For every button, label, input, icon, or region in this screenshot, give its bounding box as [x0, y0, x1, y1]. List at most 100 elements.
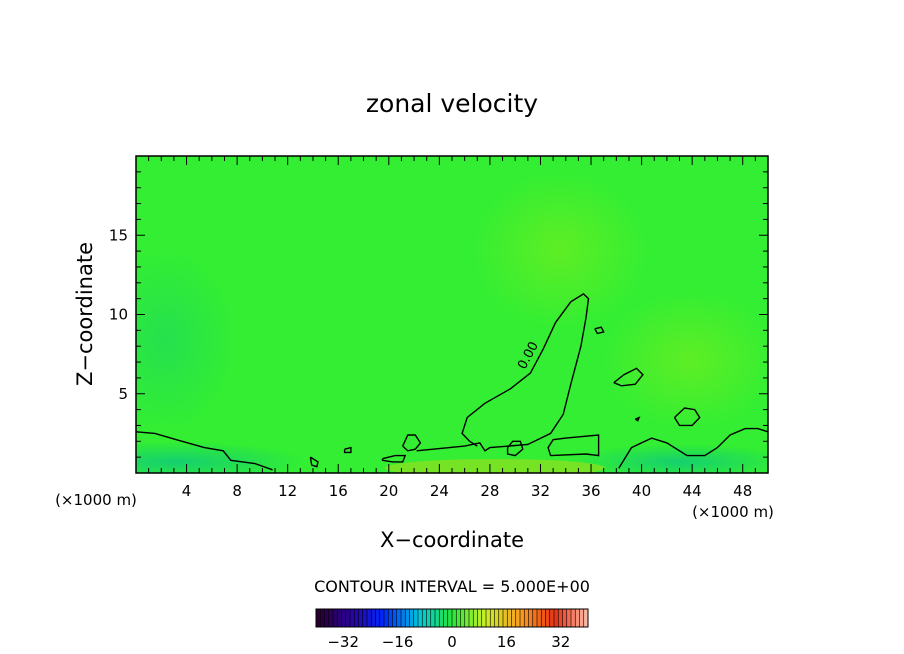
zero-contour	[381, 454, 407, 463]
x-unit-right: (×1000 m)	[692, 503, 774, 521]
colorbar-swatch	[481, 609, 487, 627]
colorbar-swatch	[486, 609, 491, 627]
x-tick-label: 12	[278, 482, 297, 500]
y-tick-label: 15	[109, 226, 128, 244]
x-unit-left: (×1000 m)	[55, 491, 137, 509]
colorbar-swatch	[528, 609, 534, 627]
colorbar-swatch	[316, 609, 321, 627]
x-tick-label: 4	[182, 482, 192, 500]
colorbar-swatch	[490, 609, 495, 627]
colorbar-swatch	[439, 609, 444, 627]
colorbar-swatch	[511, 609, 517, 627]
colorbar-swatch	[388, 609, 393, 627]
x-tick-label: 20	[379, 482, 398, 500]
zero-contour	[673, 407, 701, 427]
colorbar-swatch	[384, 609, 389, 627]
x-tick-label: 28	[480, 482, 499, 500]
colorbar-swatch	[413, 609, 419, 627]
colorbar-swatch	[401, 609, 406, 627]
colorbar-swatch	[456, 609, 461, 627]
warm-patch	[385, 459, 605, 473]
colorbar-swatch	[452, 609, 457, 627]
colorbar	[315, 608, 589, 628]
x-tick-label: 16	[329, 482, 348, 500]
colorbar-frame	[315, 608, 589, 628]
colorbar-swatch	[503, 609, 508, 627]
colorbar-tick-label: 0	[447, 633, 457, 651]
colorbar-swatch	[469, 609, 474, 627]
zero-contour	[634, 416, 641, 422]
colorbar-swatch	[498, 609, 504, 627]
colorbar-swatch	[328, 609, 334, 627]
y-tick-label: 10	[109, 306, 128, 324]
zero-contour	[547, 434, 600, 457]
colorbar-swatch	[341, 609, 347, 627]
colorbar-tick-label: −16	[382, 633, 414, 651]
colorbar-swatch	[367, 609, 372, 627]
colorbar-swatch	[566, 609, 572, 627]
colorbar-swatch	[392, 609, 398, 627]
colorbar-swatch	[549, 609, 555, 627]
colorbar-swatch	[545, 609, 551, 627]
colorbar-swatch	[430, 609, 436, 627]
zero-contour	[618, 427, 768, 469]
colorbar-swatch	[447, 609, 453, 627]
x-axis-label: X−coordinate	[380, 528, 524, 552]
colorbar-swatch	[562, 609, 568, 627]
colorbar-swatch	[418, 609, 423, 627]
zero-contour	[594, 326, 605, 335]
colorbar-swatch	[345, 609, 351, 627]
colorbar-swatch	[579, 609, 585, 627]
colorbar-swatch	[362, 609, 368, 627]
colorbar-swatch	[435, 609, 440, 627]
colorbar-swatch	[464, 609, 470, 627]
warm-patch	[470, 170, 650, 330]
colorbar-swatch	[520, 609, 525, 627]
colorbar-swatch	[583, 609, 589, 627]
zero-contour	[136, 431, 273, 471]
colorbar-swatch	[350, 609, 355, 627]
x-tick-label: 40	[632, 482, 651, 500]
colorbar-swatch	[554, 609, 559, 627]
colorbar-tick-label: 16	[497, 633, 516, 651]
colorbar-swatch	[426, 609, 432, 627]
x-tick-label: 8	[232, 482, 242, 500]
cool-patch	[136, 442, 305, 473]
x-tick-label: 48	[733, 482, 752, 500]
colorbar-swatch	[571, 609, 576, 627]
colorbar-swatch	[524, 609, 529, 627]
contour-lines	[136, 293, 768, 471]
colorbar-swatch	[532, 609, 538, 627]
colorbar-swatch	[507, 609, 512, 627]
colorbar-swatch	[371, 609, 376, 627]
colorbar-swatch	[575, 609, 580, 627]
colorbar-swatch	[541, 609, 546, 627]
zero-contour	[309, 456, 319, 468]
x-tick-label: 24	[430, 482, 449, 500]
colorbar-tick-label: −32	[327, 633, 359, 651]
y-axis-ticks: 5 10 15	[109, 171, 768, 458]
colorbar-swatch	[337, 609, 342, 627]
colorbar-swatch	[494, 609, 500, 627]
colorbar-tick-labels: −32 −16 0 16 32	[327, 633, 570, 651]
y-tick-label: 5	[118, 385, 128, 403]
colorbar-swatch	[405, 609, 410, 627]
y-axis-label: Z−coordinate	[73, 242, 97, 386]
zero-contour	[402, 434, 422, 452]
colorbar-swatch	[422, 609, 427, 627]
cool-patch	[570, 444, 768, 473]
colorbar-swatch	[320, 609, 325, 627]
colorbar-swatch	[358, 609, 364, 627]
colorbar-swatch	[477, 609, 483, 627]
colorbar-swatch	[409, 609, 415, 627]
colorbar-swatch	[333, 609, 338, 627]
zero-contour	[506, 440, 524, 457]
x-tick-label: 32	[531, 482, 550, 500]
colorbar-swatch	[379, 609, 385, 627]
zero-contour	[416, 293, 590, 452]
colorbar-swatch	[515, 609, 521, 627]
colorbar-swatch	[443, 609, 449, 627]
chart-title: zonal velocity	[366, 89, 538, 118]
colorbar-swatch	[460, 609, 466, 627]
